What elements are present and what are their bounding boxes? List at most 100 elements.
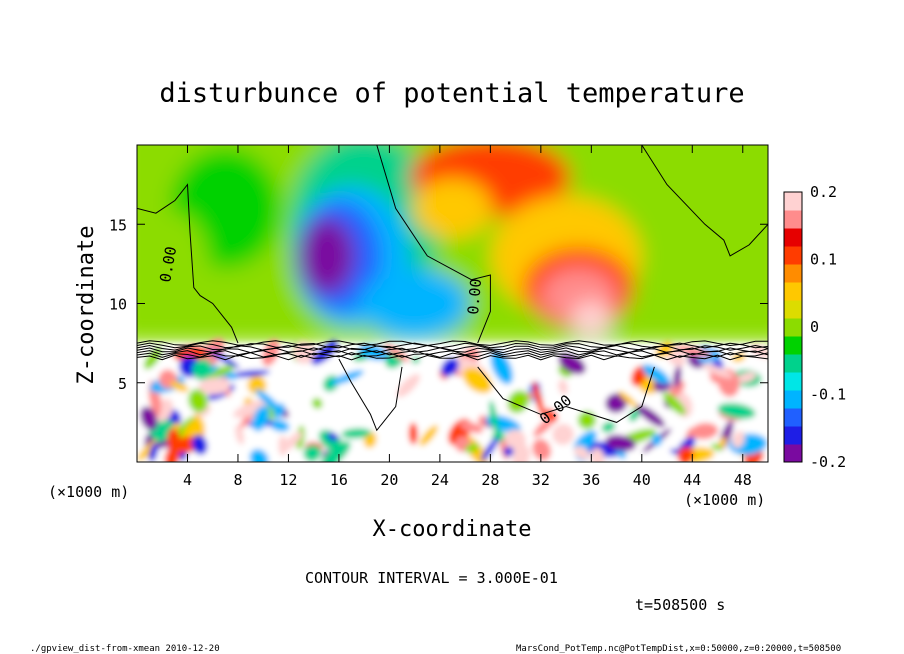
colorbar-swatch: [784, 318, 802, 337]
turbulent-patch: [440, 357, 459, 377]
turbulent-patch: [249, 449, 269, 462]
turbulent-patch: [631, 365, 647, 387]
temperature-field: [137, 145, 768, 462]
colorbar-swatch: [784, 372, 802, 391]
turbulent-patch: [711, 443, 723, 452]
turbulent-patch: [303, 444, 322, 462]
turbulent-patch: [701, 363, 733, 379]
turbulent-patch: [188, 388, 208, 413]
field-patch: [412, 178, 493, 239]
colorbar-swatch: [784, 246, 802, 265]
turbulent-patch: [320, 441, 351, 462]
colorbar-tick-label: -0.2: [810, 453, 846, 471]
turbulent-patch: [462, 367, 493, 394]
contour-line: [137, 350, 768, 356]
contour-line: [477, 366, 655, 423]
x-tick-label: 20: [380, 471, 398, 489]
x-tick-label: 32: [532, 471, 550, 489]
colorbar-swatch: [784, 228, 802, 247]
colorbar-frame: [783, 191, 803, 463]
turbulent-patch: [396, 373, 421, 398]
turbulent-patch: [255, 389, 283, 414]
field-patch: [571, 301, 612, 338]
turbulent-patch: [651, 433, 663, 447]
colorbar-tick-label: -0.1: [810, 386, 846, 404]
turbulent-patch: [628, 408, 641, 422]
turbulent-patch: [642, 364, 670, 385]
field-patch: [139, 211, 210, 332]
turbulent-patch: [408, 422, 418, 445]
turbulent-patch: [605, 393, 628, 413]
turbulent-patch: [252, 405, 270, 432]
turbulent-patch: [247, 375, 267, 395]
contour-line: [338, 358, 403, 432]
turbulent-patch: [172, 422, 181, 430]
y-axis: 5 10 15: [109, 216, 768, 393]
colorbar: [783, 191, 803, 463]
x-unit-right: (×1000 m): [684, 491, 765, 509]
turbulent-patch: [532, 380, 545, 418]
footer-right: MarsCond_PotTemp.nc@PotTempDist,x=0:5000…: [516, 644, 841, 654]
x-tick-label: 16: [330, 471, 348, 489]
x-tick-label: 40: [633, 471, 651, 489]
turbulent-patch: [636, 404, 665, 428]
contour-label: 0.00: [156, 245, 180, 284]
turbulent-patch: [341, 428, 372, 439]
turbulent-patch: [148, 442, 159, 462]
turbulent-patch: [212, 365, 235, 377]
turbulent-patch: [233, 399, 270, 418]
colorbar-swatch: [784, 390, 802, 409]
turbulent-patch: [293, 341, 316, 364]
contour-line: [137, 344, 768, 351]
turbulent-patch: [717, 402, 756, 420]
field-patch: [672, 160, 763, 321]
turbulent-patch: [281, 431, 303, 453]
x-tick-label: 12: [279, 471, 297, 489]
turbulent-patch: [198, 377, 231, 395]
x-axis: 4 8 12 16 20 24 28 32 36 40 44 48: [183, 145, 752, 489]
turbulent-patch: [503, 446, 514, 457]
turbulent-patch: [327, 432, 339, 441]
turbulent-patch: [192, 359, 212, 381]
x-tick-label: 48: [734, 471, 752, 489]
time-stamp: t=508500 s: [635, 596, 725, 614]
colorbar-swatch: [784, 264, 802, 283]
turbulent-patch: [690, 422, 719, 440]
turbulent-patch: [330, 370, 364, 386]
x-tick-label: 8: [233, 471, 242, 489]
turbulent-patch: [191, 434, 208, 455]
turbulent-patch: [601, 421, 616, 433]
field-patch: [359, 268, 470, 339]
contour-line: [137, 352, 768, 358]
footer-left: ./gpview_dist-from-xmean 2010-12-20: [30, 644, 220, 654]
turbulent-patch: [577, 411, 597, 430]
x-tick-label: 4: [183, 471, 192, 489]
y-tick-label: 10: [109, 296, 127, 314]
colorbar-swatch: [784, 282, 802, 301]
turbulent-patch: [618, 390, 639, 408]
x-tick-label: 28: [481, 471, 499, 489]
turbulent-patch: [490, 350, 513, 385]
turbulent-patch: [230, 369, 271, 378]
y-axis-label: Z-coordinate: [74, 226, 99, 385]
turbulent-patch: [605, 434, 636, 452]
x-unit-left: (×1000 m): [48, 483, 129, 501]
turbulent-patch: [235, 424, 245, 445]
colorbar-swatch: [784, 336, 802, 355]
turbulent-patch: [269, 419, 290, 432]
turbulent-patch: [662, 392, 686, 416]
contour-interval: CONTOUR INTERVAL = 3.000E-01: [305, 569, 558, 587]
contour-line: [641, 145, 768, 257]
turbulent-patch: [459, 420, 484, 434]
colorbar-swatch: [784, 300, 802, 319]
x-tick-label: 44: [683, 471, 701, 489]
contour-line: [137, 354, 768, 361]
turbulent-patch: [481, 437, 499, 462]
turbulent-patch: [558, 379, 568, 395]
turbulent-patch: [170, 381, 189, 393]
contour-label: 0.00: [464, 278, 485, 316]
colorbar-ticks: 0.2 0.1 0 -0.1 -0.2: [810, 183, 846, 471]
turbulent-patch: [673, 366, 682, 388]
turbulent-patch: [311, 397, 323, 409]
